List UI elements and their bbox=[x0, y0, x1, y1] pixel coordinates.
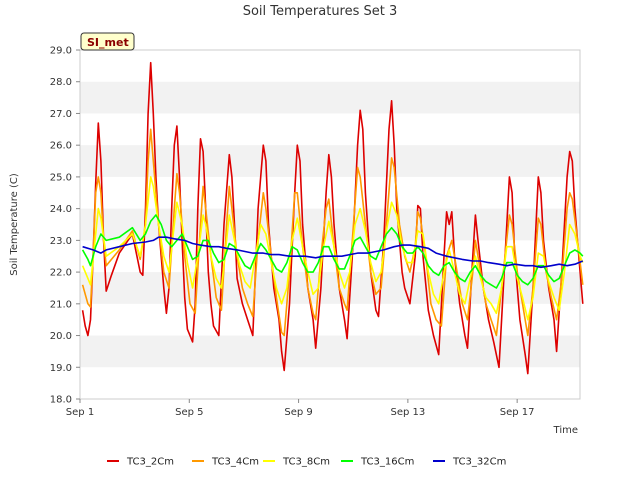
y-axis: 18.0 19.0 20.0 21.0 22.0 23.0 24.0 25.0 26.0 27.0… bbox=[50, 46, 80, 406]
y-tick-label: 20.0 bbox=[50, 331, 72, 342]
series-line-tc3-16cm bbox=[81, 214, 584, 289]
x-tick-label: Sep 5 bbox=[175, 407, 203, 418]
legend-label: TC3_4Cm bbox=[211, 457, 259, 468]
y-tick-label: 18.0 bbox=[50, 395, 72, 406]
chart-title: Soil Temperatures Set 3 bbox=[243, 4, 398, 19]
series-line-tc3-2cm bbox=[81, 61, 584, 375]
series-line-tc3-32cm bbox=[82, 236, 584, 269]
x-tick-label: Sep 13 bbox=[390, 407, 425, 418]
site-label-box: SI_met bbox=[80, 32, 135, 51]
legend-label: TC3_16Cm bbox=[360, 457, 414, 468]
series-line-tc3-4cm bbox=[81, 128, 584, 337]
y-tick-label: 27.0 bbox=[50, 109, 72, 120]
y-tick-label: 22.0 bbox=[50, 268, 72, 279]
x-tick-label: Sep 9 bbox=[284, 407, 312, 418]
legend: TC3_2Cm TC3_4Cm TC3_8Cm TC3_16Cm TC3_32Cm bbox=[107, 457, 506, 468]
series-line-tc3-8cm bbox=[81, 176, 584, 321]
plot-area-frame bbox=[79, 49, 581, 400]
grid-band bbox=[80, 335, 580, 368]
grid-band bbox=[80, 81, 580, 114]
y-tick-label: 24.0 bbox=[50, 204, 72, 215]
legend-label: TC3_32Cm bbox=[452, 457, 506, 468]
y-tick-label: 19.0 bbox=[50, 363, 72, 374]
x-axis: Sep 1 Sep 5 Sep 9 Sep 13 Sep 17 bbox=[66, 399, 535, 418]
x-tick-label: Sep 17 bbox=[500, 407, 535, 418]
y-tick-label: 28.0 bbox=[50, 77, 72, 88]
grid-band bbox=[80, 272, 580, 304]
y-tick-label: 26.0 bbox=[50, 141, 72, 152]
y-tick-label: 29.0 bbox=[50, 46, 72, 57]
x-tick-label: Sep 1 bbox=[66, 407, 94, 418]
series-lines bbox=[81, 61, 584, 375]
legend-label: TC3_2Cm bbox=[126, 457, 174, 468]
y-tick-label: 25.0 bbox=[50, 172, 72, 183]
legend-label: TC3_8Cm bbox=[282, 457, 330, 468]
y-axis-label: Soil Temperature (C) bbox=[9, 173, 20, 276]
site-label-text: SI_met bbox=[87, 36, 129, 49]
site-label-background bbox=[80, 32, 135, 51]
y-tick-label: 21.0 bbox=[50, 299, 72, 310]
x-axis-label: Time bbox=[553, 425, 578, 436]
y-tick-label: 23.0 bbox=[50, 236, 72, 247]
